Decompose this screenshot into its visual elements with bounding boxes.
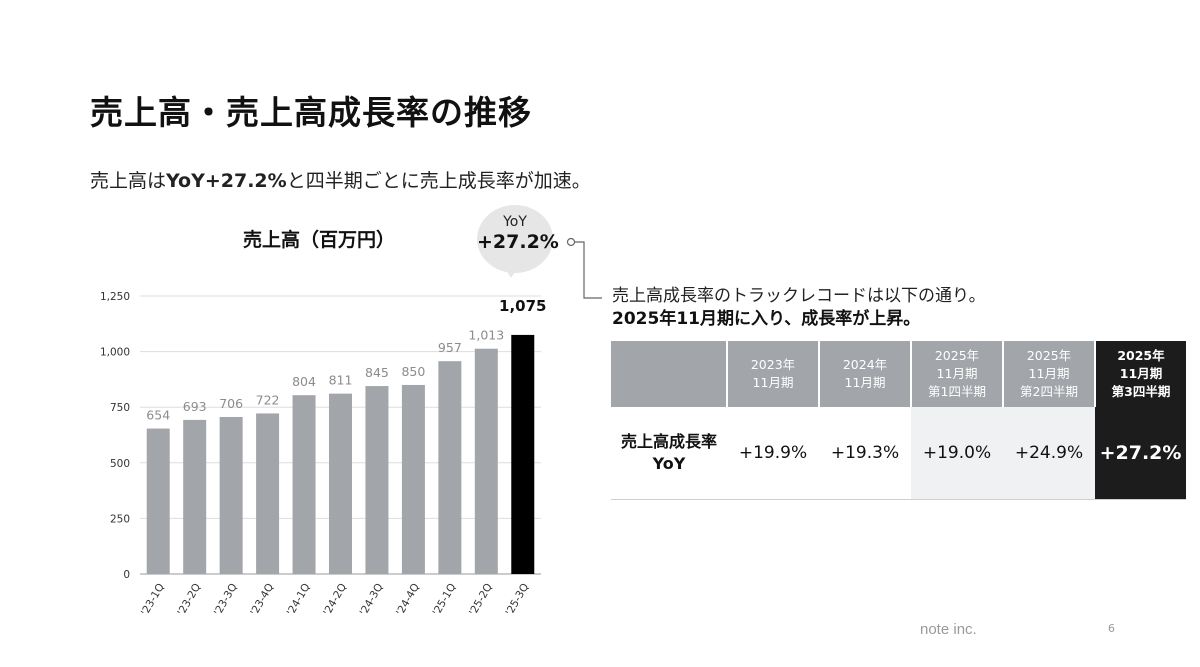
callout-line-2: 2025年11月期に入り、成長率が上昇。 [612,309,921,329]
data-label: 957 [438,340,462,355]
y-tick-label: 0 [123,569,130,581]
y-tick-label: 1,250 [100,291,130,303]
data-label: 811 [329,373,353,388]
table-header-corner [611,341,728,407]
bar [146,428,170,574]
data-label: 804 [292,374,316,389]
subtitle-post: と四半期ごとに売上成長率が加速。 [286,170,591,192]
x-tick-label: '24-4Q [394,582,422,618]
growth-rate-table: 2023年 11月期 2024年 11月期 2025年 11月期 第1四半期 2025年… [611,341,1186,500]
bar [256,413,280,574]
data-label: 1,013 [468,328,504,343]
y-tick-label: 500 [110,458,130,470]
table-header-cell: 2025年 11月期 第1四半期 [911,341,1004,407]
bar [329,393,352,574]
x-tick-label: '24-3Q [358,582,386,618]
table-header-cell: 2025年 11月期 第2四半期 [1003,341,1096,407]
data-label: 706 [219,396,243,411]
table-row: 売上高成長率 YoY +19.9% +19.3% +19.0% +24.9% +2… [611,407,1186,500]
bar [401,384,425,574]
bar [292,395,316,574]
chart-bars [146,334,535,574]
table-cell: +24.9% [1003,407,1095,500]
yoy-bubble-value: +27.2% [477,231,559,253]
table-cell: +19.0% [911,407,1003,500]
yoy-bubble-label: YoY [503,214,527,230]
x-tick-label: '25-3Q [503,582,531,618]
slide-subtitle: 売上高はYoY+27.2%と四半期ごとに売上成長率が加速。 [90,166,591,193]
callout-connector [566,237,602,299]
callout-text: 売上高成長率のトラックレコードは以下の通り。 2025年11月期に入り、成長率が… [612,285,986,331]
table-cell: +19.3% [819,407,911,500]
table-header-cell: 2024年 11月期 [819,341,912,407]
y-tick-label: 250 [110,513,130,525]
slide-title: 売上高・売上高成長率の推移 [90,93,532,132]
x-tick-label: '24-2Q [321,582,349,618]
footer-brand: note inc. [920,621,977,638]
chart-y-axis: 0 250 500 750 1,000 1,250 [100,291,130,581]
bar [183,419,207,574]
yoy-bubble: YoY +27.2% [477,205,559,273]
x-tick-label: '23-3Q [212,582,240,618]
bar-highlight [511,334,535,574]
callout-line-1: 売上高成長率のトラックレコードは以下の通り。 [612,286,986,306]
bar [365,386,389,574]
chart-data-labels: 654 693 706 722 804 811 845 850 957 1,013 1,075 [146,297,546,423]
table-header-row: 2023年 11月期 2024年 11月期 2025年 11月期 第1四半期 2025年… [611,341,1186,407]
data-label: 845 [365,365,389,380]
bar [474,348,498,574]
bar [438,361,462,574]
x-tick-label: '23-2Q [175,582,203,618]
table-cell-highlight: +27.2% [1095,407,1186,500]
x-tick-label: '25-1Q [431,582,459,618]
connector-line [575,241,602,299]
x-tick-label: '23-4Q [248,582,276,618]
x-tick-label: '23-1Q [139,582,167,618]
y-tick-label: 750 [110,402,130,414]
table-row-label: 売上高成長率 YoY [611,407,727,500]
table-header-cell-highlight: 2025年 11月期 第3四半期 [1095,341,1186,407]
connector-dot [566,237,576,247]
data-label: 722 [256,392,280,407]
bar [219,416,243,574]
data-label: 850 [401,364,425,379]
table-header-cell: 2023年 11月期 [727,341,820,407]
x-tick-label: '24-1Q [285,582,313,618]
yoy-bubble-tail [502,264,520,278]
data-label-highlight: 1,075 [499,297,546,315]
y-tick-label: 1,000 [100,347,130,359]
table-cell: +19.9% [727,407,819,500]
chart-title: 売上高（百万円） [243,229,396,251]
data-label: 693 [183,399,207,414]
page-number: 6 [1108,622,1115,635]
subtitle-bold: YoY+27.2% [166,170,287,192]
subtitle-pre: 売上高は [90,170,167,192]
data-label: 654 [146,408,170,423]
x-tick-label: '25-2Q [467,582,495,618]
chart-x-axis: '23-1Q '23-2Q '23-3Q '23-4Q '24-1Q '24-2Q '24-… [139,582,531,618]
